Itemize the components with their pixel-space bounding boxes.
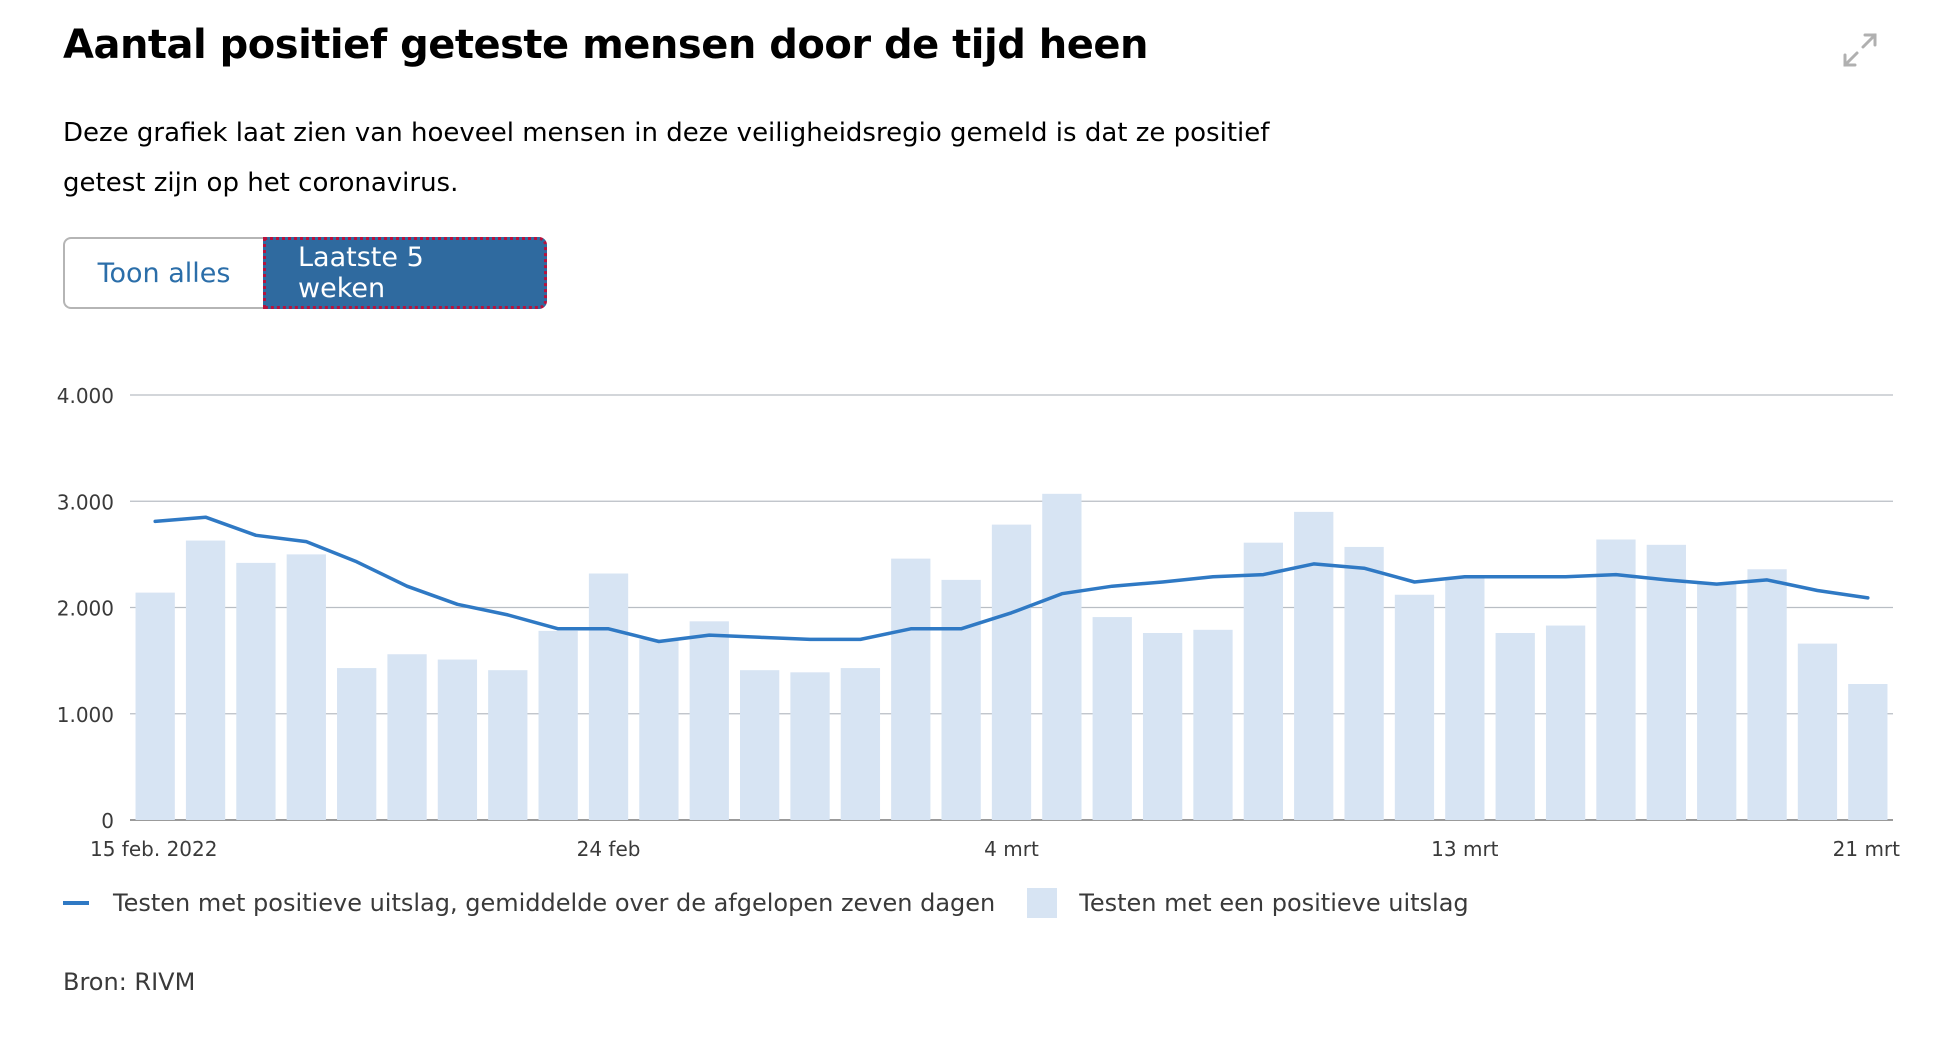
data-source: Bron: RIVM bbox=[63, 968, 196, 996]
bar bbox=[1294, 511, 1334, 820]
bar bbox=[387, 654, 427, 820]
x-tick-label: 13 mrt bbox=[1431, 837, 1499, 861]
bar bbox=[941, 579, 981, 820]
x-tick-label: 24 feb bbox=[577, 837, 641, 861]
legend-line-swatch bbox=[63, 901, 89, 905]
expand-icon[interactable] bbox=[1840, 30, 1880, 70]
bar bbox=[1646, 544, 1686, 820]
bar bbox=[1243, 542, 1284, 820]
y-tick-label: 1.000 bbox=[57, 703, 114, 727]
bar bbox=[1042, 493, 1082, 820]
y-tick-label: 0 bbox=[101, 809, 114, 833]
positive-tests-chart: 0 1.000 2.000 3.000 4.000 15 feb. 2022 24 feb 4… bbox=[57, 384, 1901, 861]
bar bbox=[1193, 629, 1233, 820]
bar bbox=[739, 670, 780, 820]
y-tick-label: 4.000 bbox=[57, 384, 114, 408]
bar bbox=[1394, 594, 1435, 820]
bar bbox=[135, 592, 175, 820]
bar bbox=[891, 558, 931, 820]
bar bbox=[1797, 643, 1838, 820]
x-tick-label: 15 feb. 2022 bbox=[90, 837, 217, 861]
bar bbox=[236, 562, 276, 820]
bar bbox=[1092, 617, 1132, 820]
x-tick-label: 4 mrt bbox=[984, 837, 1039, 861]
bar bbox=[488, 670, 528, 820]
bar bbox=[840, 668, 881, 820]
average-line bbox=[153, 515, 1870, 644]
bar bbox=[185, 540, 226, 820]
y-tick-label: 3.000 bbox=[57, 490, 114, 514]
bar bbox=[437, 659, 478, 820]
bar bbox=[1344, 546, 1384, 820]
bar bbox=[790, 672, 830, 820]
show-all-button[interactable]: Toon alles bbox=[63, 237, 263, 309]
x-tick-label: 21 mrt bbox=[1833, 837, 1901, 861]
chart-title: Aantal positief geteste mensen door de t… bbox=[63, 22, 1148, 68]
legend-label-average: Testen met positieve uitslag, gemiddelde… bbox=[113, 889, 996, 917]
bar bbox=[337, 668, 377, 820]
bar bbox=[991, 524, 1032, 820]
legend-label-daily: Testen met een positieve uitslag bbox=[1079, 889, 1469, 917]
legend-bar-swatch bbox=[1027, 888, 1058, 918]
bar bbox=[1142, 633, 1183, 820]
bar bbox=[1697, 583, 1737, 820]
bar bbox=[286, 554, 326, 820]
bar bbox=[1747, 569, 1787, 820]
bar bbox=[1495, 633, 1535, 820]
bar bbox=[1545, 625, 1586, 820]
bar bbox=[1596, 539, 1636, 820]
chart-legend: Testen met positieve uitslag, gemiddelde… bbox=[63, 888, 1469, 918]
y-tick-label: 2.000 bbox=[57, 597, 114, 621]
bar bbox=[588, 573, 629, 820]
chart-description: Deze grafiek laat zien van hoeveel mense… bbox=[63, 118, 1270, 198]
bar bbox=[538, 630, 578, 820]
bar bbox=[689, 621, 729, 820]
bar bbox=[1848, 684, 1888, 820]
time-range-toggle: Toon alles Laatste 5 weken bbox=[63, 237, 547, 309]
last-5-weeks-button[interactable]: Laatste 5 weken bbox=[263, 237, 547, 309]
bar bbox=[639, 639, 679, 820]
bar bbox=[1445, 577, 1485, 820]
